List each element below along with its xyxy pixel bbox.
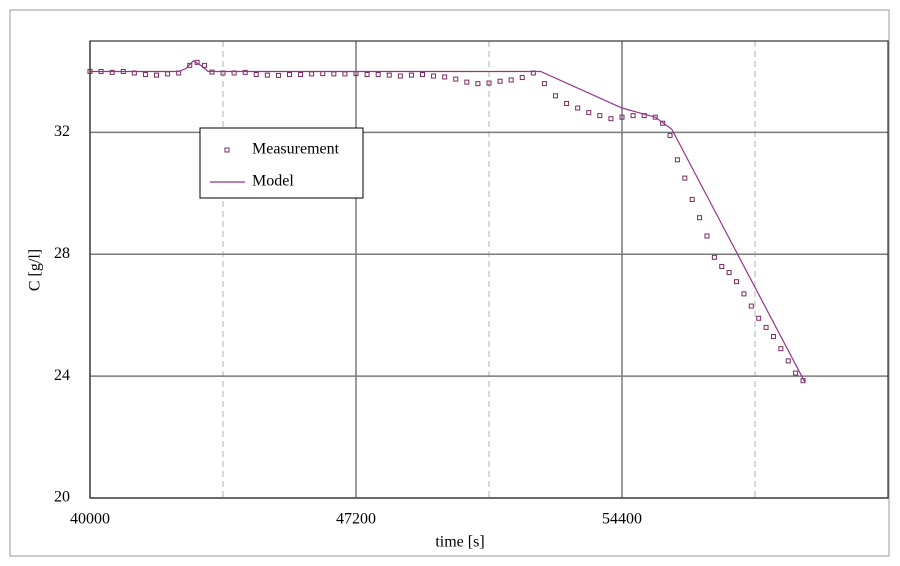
measurement-point — [719, 263, 725, 269]
x-tick-label: 40000 — [70, 511, 110, 528]
measurement-point — [619, 114, 625, 120]
y-tick-label: 32 — [54, 123, 70, 140]
measurement-point — [275, 72, 281, 78]
measurement-point — [202, 62, 208, 68]
y-tick-label: 28 — [54, 245, 70, 262]
measurement-point — [264, 72, 270, 78]
measurement-point — [608, 116, 614, 122]
measurement-point — [453, 76, 459, 82]
measurement-point — [778, 346, 784, 352]
measurement-point — [770, 334, 776, 340]
measurement-point — [763, 324, 769, 330]
measurement-point — [497, 78, 503, 84]
measurement-point — [408, 72, 414, 78]
legend-marker — [224, 147, 230, 153]
measurement-point — [386, 72, 392, 78]
measurement-point — [475, 81, 481, 87]
measurement-point — [242, 69, 248, 75]
x-axis-label: time [s] — [435, 534, 484, 551]
measurement-point — [697, 215, 703, 221]
measurement-point — [154, 72, 159, 78]
measurement-point — [793, 370, 799, 376]
measurement-point — [575, 105, 581, 111]
legend-label: Measurement — [252, 141, 340, 158]
measurement-point — [253, 72, 259, 78]
measurement-point — [442, 74, 448, 80]
measurement-point — [726, 270, 732, 276]
measurement-point — [298, 72, 304, 78]
measurement-point — [375, 72, 381, 78]
measurement-point — [519, 75, 525, 81]
legend-label: Model — [252, 173, 294, 190]
measurement-point — [397, 73, 403, 79]
measurement-point — [741, 291, 747, 297]
measurement-point — [711, 254, 717, 260]
measurement-point — [748, 303, 754, 309]
measurement-point — [364, 72, 370, 78]
measurement-point — [187, 62, 193, 68]
measurement-point — [564, 100, 570, 106]
x-tick-label: 54400 — [602, 511, 642, 528]
measurement-point — [464, 79, 470, 85]
measurement-point — [486, 80, 492, 86]
measurement-point — [553, 93, 558, 99]
measurement-point — [734, 279, 740, 285]
x-tick-label: 47200 — [336, 511, 376, 528]
measurement-point — [431, 73, 437, 79]
measurement-point — [586, 110, 592, 116]
measurement-point — [508, 77, 514, 83]
measurement-point — [287, 72, 292, 78]
measurement-point — [630, 113, 636, 119]
model-line — [90, 60, 806, 383]
measurement-point — [689, 196, 695, 202]
measurement-point — [682, 175, 688, 181]
y-tick-label: 20 — [54, 489, 70, 506]
measurement-point — [541, 81, 547, 87]
plot-area — [90, 41, 888, 498]
measurement-point — [142, 72, 148, 78]
y-tick-label: 24 — [54, 367, 70, 384]
measurement-point — [667, 132, 673, 138]
measurement-point — [756, 315, 762, 321]
measurement-point — [785, 358, 791, 364]
measurement-point — [674, 157, 680, 163]
y-axis-label: C [g/l] — [27, 249, 44, 291]
measurement-point — [704, 233, 710, 239]
measurement-point — [109, 69, 115, 75]
plot-border — [89, 40, 889, 499]
measurement-point — [597, 113, 603, 119]
measurement-point — [420, 72, 425, 78]
measurement-point — [660, 120, 666, 126]
legend-box — [199, 127, 364, 199]
